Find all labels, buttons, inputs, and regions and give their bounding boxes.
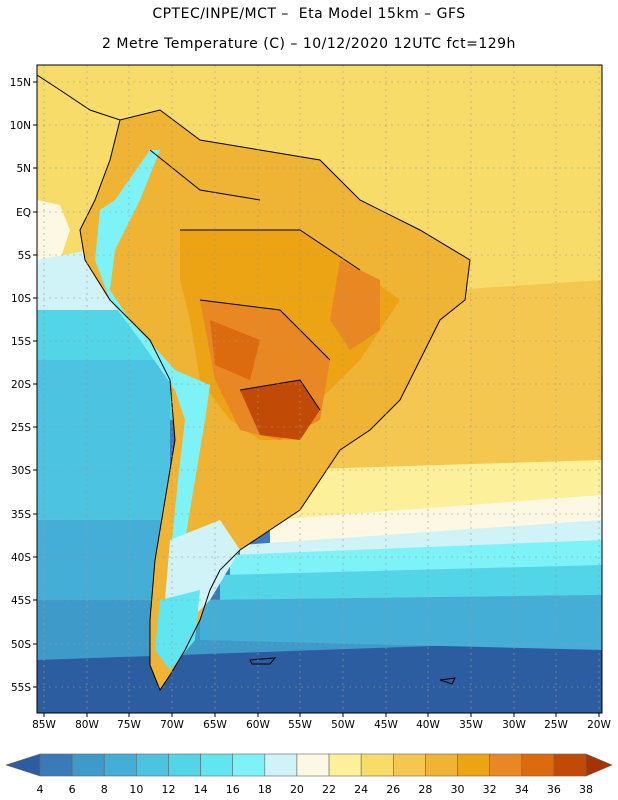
colorbar-swatch — [425, 753, 458, 777]
colorbar-swatch — [328, 753, 362, 777]
lon-label: 50W — [331, 719, 355, 731]
lat-label: 40S — [11, 552, 31, 564]
colorbar-swatch — [232, 753, 266, 777]
colorbar-arrow-high — [585, 753, 613, 777]
lon-label: 45W — [374, 719, 398, 731]
title-variable-line: 2 Metre Temperature (C) – 10/12/2020 12U… — [102, 36, 516, 52]
colorbar-label: 12 — [161, 783, 175, 796]
colorbar-label: 30 — [451, 783, 465, 796]
lon-label: 35W — [459, 719, 483, 731]
lat-label: 25S — [11, 422, 31, 434]
colorbar-swatch — [392, 753, 426, 777]
lon-label: 55W — [288, 719, 312, 731]
lat-label: 5S — [18, 250, 32, 262]
colorbar-swatch — [71, 753, 105, 777]
colorbar-label: 14 — [194, 783, 208, 796]
colorbar-swatch — [200, 753, 234, 777]
axis-ticks — [33, 81, 600, 717]
title-model-line: CPTEC/INPE/MCT – Eta Model 15km – GFS — [152, 6, 466, 22]
graticule — [37, 65, 602, 713]
lon-label: 25W — [544, 719, 568, 731]
colorbar-label: 32 — [483, 783, 497, 796]
colorbar-swatch — [136, 753, 169, 777]
latitude-labels: 15N 10N 5N EQ 5S 10S 15S 20S 25S 30S 35S… — [10, 77, 32, 694]
lon-label: 65W — [203, 719, 227, 731]
lon-label: 85W — [32, 719, 56, 731]
colorbar-swatch — [39, 753, 73, 777]
lon-label: 30W — [502, 719, 526, 731]
lat-label: 15S — [11, 336, 31, 348]
colorbar-label: 16 — [226, 783, 240, 796]
colorbar-label: 34 — [515, 783, 529, 796]
colorbar-arrow-low — [5, 753, 41, 777]
temperature-map: 15N 10N 5N EQ 5S 10S 15S 20S 25S 30S 35S… — [10, 64, 611, 731]
colorbar-swatch — [521, 753, 555, 777]
lon-label: 40W — [416, 719, 440, 731]
colorbar-label: 28 — [418, 783, 432, 796]
colorbar-label: 38 — [579, 783, 593, 796]
lat-label: 10S — [11, 293, 31, 305]
lon-label: 75W — [117, 719, 141, 731]
colorbar-swatches — [5, 753, 613, 777]
colorbar-label: 26 — [386, 783, 400, 796]
colorbar-label: 24 — [354, 783, 368, 796]
colorbar-labels: 4 6 8 10 12 14 16 18 20 22 24 26 28 30 32 34 36 38 — [37, 783, 594, 796]
coastline — [37, 74, 471, 692]
colorbar-label: 10 — [129, 783, 143, 796]
colorbar-swatch — [553, 753, 587, 777]
colorbar-label: 20 — [290, 783, 304, 796]
colorbar-swatch — [457, 753, 490, 777]
colorbar-label: 6 — [69, 783, 76, 796]
colorbar-label: 22 — [322, 783, 336, 796]
colorbar-swatch — [296, 753, 330, 777]
lat-label: 10N — [10, 120, 31, 132]
lat-label: 20S — [11, 379, 31, 391]
colorbar-label: 4 — [37, 783, 44, 796]
lat-label: 35S — [11, 509, 31, 521]
temperature-field — [37, 65, 602, 713]
colorbar-swatch — [360, 753, 394, 777]
lat-label: EQ — [16, 207, 31, 219]
colorbar-label: 18 — [258, 783, 272, 796]
map-frame — [36, 64, 603, 714]
colorbar-legend: 4 6 8 10 12 14 16 18 20 22 24 26 28 30 32 34 36 38 — [5, 753, 613, 796]
colorbar-swatch — [103, 753, 137, 777]
lat-label: 30S — [11, 465, 31, 477]
lat-label: 15N — [10, 77, 31, 89]
colorbar-swatch — [264, 753, 298, 777]
colorbar-swatch — [168, 753, 201, 777]
lon-label: 70W — [160, 719, 184, 731]
lat-label: 55S — [11, 682, 31, 694]
colorbar-swatch — [489, 753, 523, 777]
longitude-labels: 85W 80W 75W 70W 65W 60W 55W 50W 45W 40W … — [32, 719, 611, 731]
colorbar-label: 8 — [101, 783, 108, 796]
lon-label: 60W — [246, 719, 270, 731]
lat-label: 5N — [16, 163, 31, 175]
lon-label: 20W — [587, 719, 611, 731]
lat-label: 45S — [11, 595, 31, 607]
lat-label: 50S — [11, 639, 31, 651]
lon-label: 80W — [75, 719, 99, 731]
colorbar-label: 36 — [547, 783, 561, 796]
